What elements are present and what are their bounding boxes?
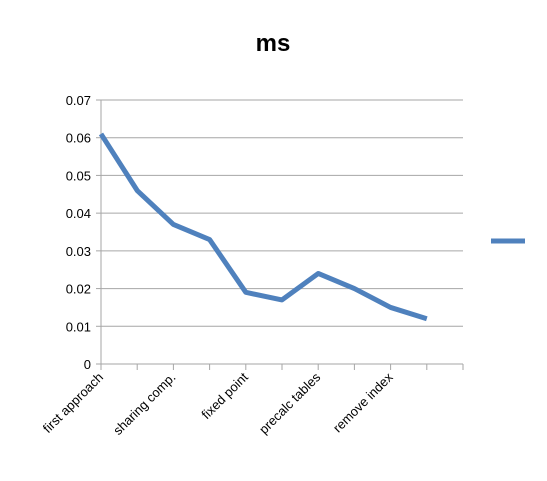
x-tick-label: fixed point [198,369,251,422]
y-tick-label: 0.02 [66,282,91,297]
x-tick-label: remove index [330,369,396,435]
y-tick-label: 0.07 [66,93,91,108]
x-tick-label: sharing comp. [110,370,178,438]
x-tick-label: precalc tables [256,369,324,437]
series-group [98,132,428,322]
y-tick-label: 0.06 [66,131,91,146]
y-tick-label: 0.05 [66,168,91,183]
x-axis-ticks: first approach sharing comp. fixed point pr… [40,364,464,438]
y-tick-label: 0.01 [66,319,91,334]
gridlines [101,99,463,327]
chart-title: ms [256,30,291,57]
y-tick-label: 0.04 [66,206,91,221]
series-line [98,132,428,322]
y-tick-label: 0 [84,357,91,372]
y-tick-label: 0.03 [66,244,91,259]
axes [100,100,463,365]
x-tick-label: first approach [40,370,106,436]
y-axis-ticks: 0 0.01 0.02 0.03 0.04 0.05 0.06 0.07 [66,93,101,372]
